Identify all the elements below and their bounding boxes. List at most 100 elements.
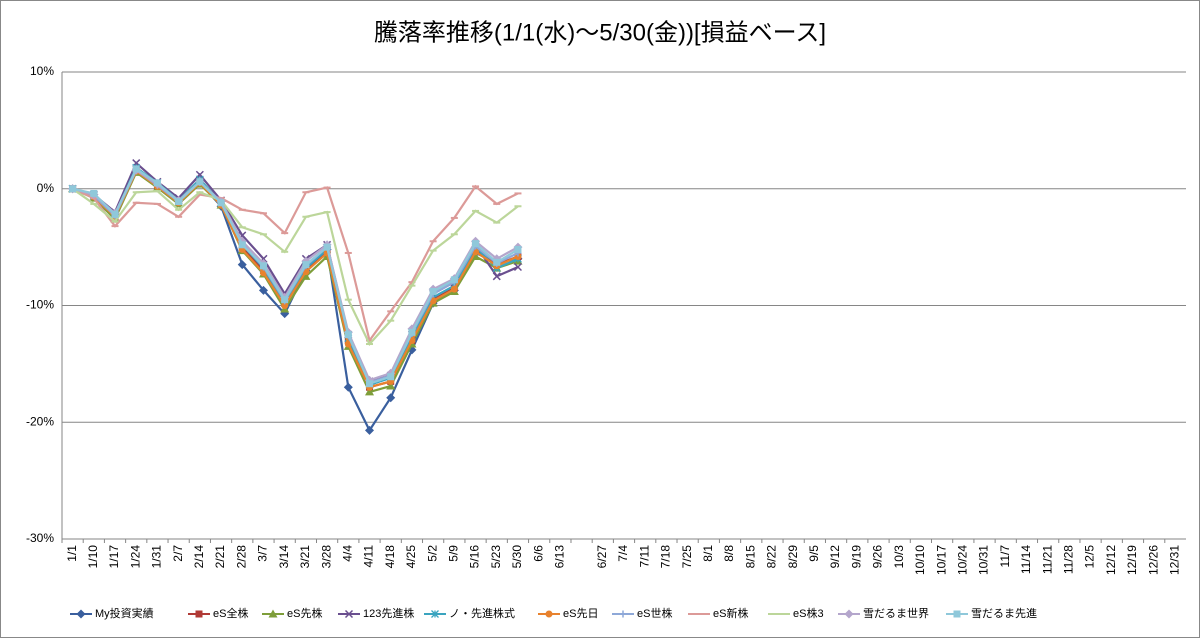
legend-marker	[195, 610, 203, 618]
x-tick-label: 7/4	[616, 545, 630, 562]
x-tick-label: 12/12	[1104, 545, 1118, 575]
x-tick-label: 10/10	[913, 545, 927, 575]
marker	[258, 285, 268, 295]
legend-label: 雪だるま先進	[971, 607, 1037, 620]
marker	[450, 285, 458, 293]
marker	[471, 251, 481, 260]
marker	[281, 302, 289, 309]
legend-label: ノ・先進株式	[449, 606, 515, 620]
x-tick-label: 8/29	[786, 545, 800, 569]
marker	[217, 199, 225, 207]
marker	[323, 243, 331, 251]
marker	[196, 178, 204, 186]
x-tick-label: 1/10	[86, 545, 100, 569]
x-tick-label: 5/30	[510, 545, 524, 569]
x-tick-label: 10/24	[955, 545, 969, 575]
marker	[344, 331, 352, 339]
legend-marker	[619, 610, 627, 618]
legend-label: My投資実績	[95, 606, 154, 620]
marker	[408, 328, 416, 336]
legend-label: eS先日	[563, 607, 598, 620]
legend-marker	[268, 609, 278, 618]
marker	[153, 179, 161, 187]
x-tick-label: 6/6	[531, 545, 545, 562]
x-tick-label: 4/18	[383, 545, 397, 569]
series-line	[72, 167, 519, 386]
x-tick-label: 11/14	[1019, 545, 1033, 574]
x-tick-label: 3/21	[298, 545, 312, 569]
x-tick-label: 7/11	[637, 545, 651, 568]
x-tick-label: 3/28	[319, 545, 333, 569]
x-tick-label: 7/18	[659, 545, 673, 569]
marker	[387, 373, 395, 381]
x-tick-label: 2/21	[213, 545, 227, 569]
legend-label: eS先株	[287, 606, 322, 620]
marker	[386, 381, 396, 390]
marker	[238, 241, 246, 249]
marker	[386, 393, 396, 403]
x-tick-label: 8/8	[722, 545, 736, 562]
x-tick-label: 1/31	[150, 545, 164, 569]
x-tick-label: 5/23	[489, 545, 503, 569]
y-tick-label: 0%	[37, 181, 55, 195]
x-tick-label: 6/13	[553, 545, 567, 569]
x-tick-label: 6/27	[595, 545, 609, 569]
legend-marker	[844, 609, 854, 619]
x-tick-label: 1/17	[107, 545, 121, 569]
marker	[514, 245, 522, 253]
marker	[90, 189, 98, 197]
x-tick-label: 8/22	[765, 545, 779, 569]
x-tick-label: 10/31	[977, 545, 991, 575]
x-tick-label: 9/12	[828, 545, 842, 569]
marker	[365, 425, 375, 435]
marker	[343, 382, 353, 392]
y-tick-label: 10%	[30, 64, 54, 78]
series-line	[71, 187, 519, 346]
chart-title: 騰落率推移(1/1(水)～5/30(金))[損益ベース]	[374, 19, 826, 46]
marker	[281, 296, 289, 304]
x-tick-label: 3/7	[256, 545, 270, 562]
marker	[69, 185, 77, 193]
legend-label: 雪だるま世界	[863, 607, 929, 620]
x-tick-label: 3/14	[277, 545, 291, 569]
x-tick-label: 10/3	[892, 545, 906, 569]
y-tick-label: -10%	[26, 298, 54, 312]
marker	[301, 271, 311, 280]
x-tick-label: 8/1	[701, 545, 715, 562]
x-tick-label: 11/21	[1040, 545, 1054, 574]
marker	[175, 198, 183, 206]
x-tick-label: 8/15	[743, 545, 757, 569]
x-tick-label: 1/24	[128, 545, 142, 569]
legend-label: eS新株	[713, 606, 748, 620]
marker	[111, 210, 119, 218]
legend-marker	[344, 609, 354, 619]
marker	[366, 380, 374, 388]
x-tick-label: 10/17	[934, 545, 948, 575]
x-tick-label: 5/9	[447, 545, 461, 562]
x-tick-label: 4/11	[362, 545, 376, 568]
legend-marker	[545, 610, 553, 618]
legend-marker	[431, 610, 439, 618]
x-tick-label: 5/2	[425, 545, 439, 562]
marker	[429, 287, 437, 295]
x-tick-label: 9/19	[849, 545, 863, 569]
x-tick-label: 7/25	[680, 545, 694, 569]
marker	[450, 276, 458, 284]
legend-marker	[953, 610, 961, 618]
x-tick-label: 12/31	[1168, 545, 1182, 575]
x-tick-label: 11/7	[998, 545, 1012, 568]
marker	[302, 261, 310, 269]
x-tick-label: 9/5	[807, 545, 821, 562]
x-tick-label: 4/25	[404, 545, 418, 569]
x-tick-label: 11/28	[1062, 545, 1076, 574]
x-tick-label: 9/26	[871, 545, 885, 569]
x-tick-label: 12/5	[1083, 545, 1097, 569]
y-tick-label: -30%	[26, 531, 54, 545]
marker	[492, 272, 501, 281]
legend-label: eS全株	[213, 606, 248, 620]
series-line	[72, 184, 519, 344]
marker	[259, 262, 267, 270]
marker	[493, 258, 501, 266]
